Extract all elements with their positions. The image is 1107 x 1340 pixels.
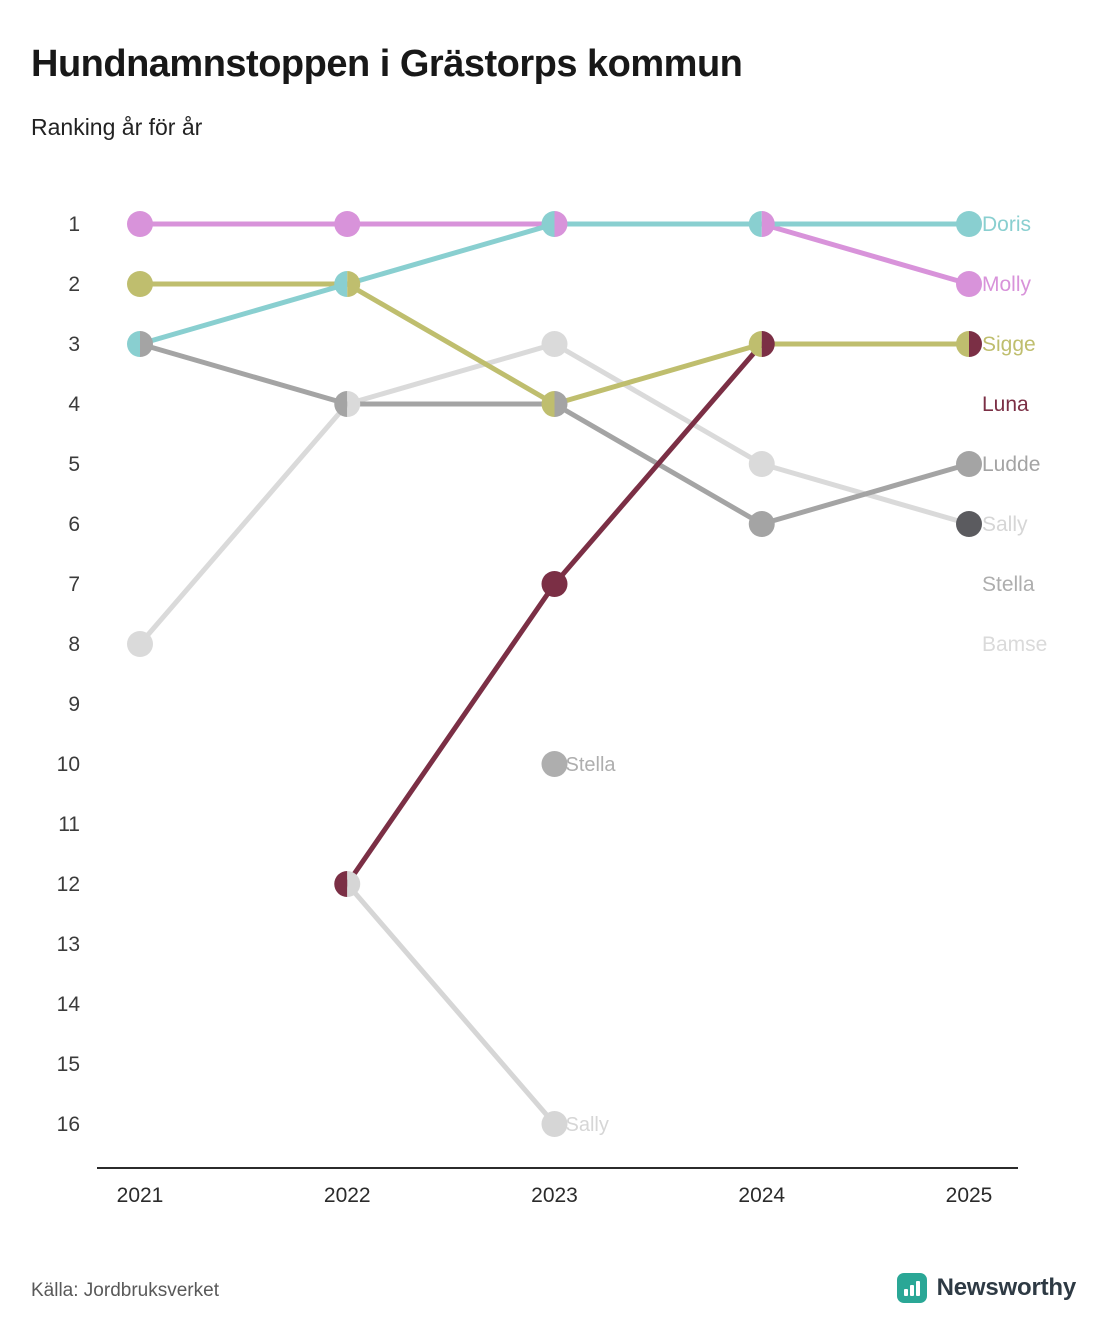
series-label-doris: Doris xyxy=(982,213,1031,236)
dot-right-half xyxy=(761,331,775,357)
bar-chart-glyph xyxy=(909,1285,914,1296)
svg-text:2025: 2025 xyxy=(946,1184,993,1207)
svg-text:15: 15 xyxy=(57,1053,80,1076)
svg-text:2: 2 xyxy=(68,273,80,296)
dot-left-half xyxy=(541,391,555,417)
dot-right-half xyxy=(347,871,361,897)
svg-text:2023: 2023 xyxy=(531,1184,578,1207)
series-line-luna xyxy=(344,341,972,887)
series-line-sally xyxy=(344,881,557,1127)
dot-left-half xyxy=(748,211,762,237)
series-label-sally: Sally xyxy=(982,513,1028,536)
series-dots xyxy=(127,211,982,1137)
dot xyxy=(748,511,775,537)
page-title: Hundnamnstoppen i Grästorps kommun xyxy=(31,43,743,85)
series-label-sigge: Sigge xyxy=(982,333,1036,356)
dot-left-half xyxy=(748,331,762,357)
dot-left-half xyxy=(127,331,140,357)
svg-text:12: 12 xyxy=(57,873,80,896)
svg-text:13: 13 xyxy=(57,933,80,956)
dot-right-half xyxy=(347,391,361,417)
brand-logo: Newsworthy xyxy=(896,1272,1076,1304)
series-label-stella: Stella xyxy=(982,573,1035,596)
svg-text:9: 9 xyxy=(68,693,80,716)
dot xyxy=(748,451,775,477)
svg-text:2022: 2022 xyxy=(324,1184,371,1207)
dot xyxy=(956,511,982,537)
dot-right-half xyxy=(554,211,568,237)
series-label-bamse: Bamse xyxy=(982,633,1047,656)
svg-text:5: 5 xyxy=(68,453,80,476)
dot-left-half xyxy=(956,331,969,357)
svg-text:1: 1 xyxy=(68,213,80,236)
svg-text:3: 3 xyxy=(68,333,80,356)
svg-text:14: 14 xyxy=(57,993,81,1016)
dot-right-half xyxy=(761,211,775,237)
series-label-luna: Luna xyxy=(982,393,1029,416)
dot xyxy=(127,211,153,237)
dot-right-half xyxy=(554,391,568,417)
dot xyxy=(541,1111,568,1137)
dot-right-half xyxy=(969,331,982,357)
svg-text:11: 11 xyxy=(58,813,80,836)
dot xyxy=(956,211,982,237)
dot xyxy=(956,451,982,477)
dot xyxy=(127,631,153,657)
series-label-ludde: Ludde xyxy=(982,453,1040,476)
dot xyxy=(334,211,361,237)
series-lines xyxy=(137,221,972,1127)
series-label-molly: Molly xyxy=(982,273,1032,296)
svg-text:2021: 2021 xyxy=(117,1184,164,1207)
bar-chart-glyph xyxy=(903,1289,908,1296)
dot-left-half xyxy=(334,391,348,417)
inline-label-sally: Sally xyxy=(566,1114,609,1136)
svg-text:8: 8 xyxy=(68,633,80,656)
newsworthy-icon xyxy=(896,1273,927,1303)
dot-left-half xyxy=(334,271,348,297)
source-note: Källa: Jordbruksverket xyxy=(31,1280,219,1301)
dot-right-half xyxy=(347,271,361,297)
dot-left-half xyxy=(541,211,555,237)
series-labels: Doris Molly Sigge Luna Ludde Sally Stella Bamse… xyxy=(566,213,1048,1136)
series-line-bamse xyxy=(137,341,972,647)
svg-text:10: 10 xyxy=(57,753,80,776)
dot xyxy=(127,271,153,297)
dot xyxy=(541,751,568,777)
inline-label-stella: Stella xyxy=(566,754,617,776)
dot xyxy=(956,271,982,297)
brand-name: Newsworthy xyxy=(936,1274,1077,1301)
svg-text:7: 7 xyxy=(68,573,80,596)
dot xyxy=(541,571,568,597)
svg-text:6: 6 xyxy=(68,513,80,536)
dot-right-half xyxy=(140,331,153,357)
dot-left-half xyxy=(334,871,348,897)
svg-text:16: 16 xyxy=(57,1113,80,1136)
dot xyxy=(541,331,568,357)
page-subtitle: Ranking år för år xyxy=(31,114,203,140)
svg-text:4: 4 xyxy=(68,393,80,416)
bar-chart-glyph xyxy=(915,1281,920,1296)
svg-text:2024: 2024 xyxy=(738,1184,785,1207)
